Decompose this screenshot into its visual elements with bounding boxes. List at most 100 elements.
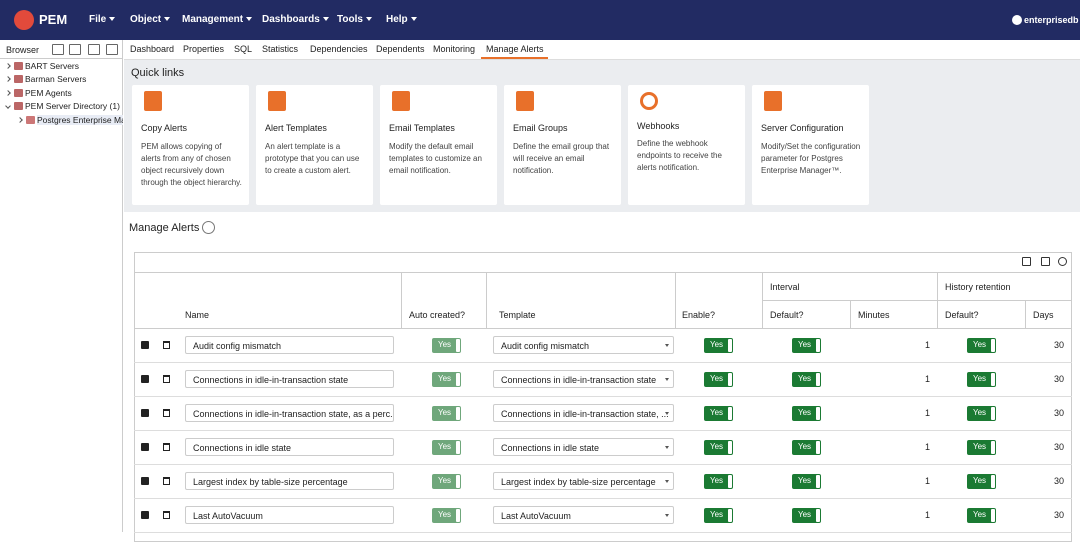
edit-button[interactable] [141,375,149,383]
tab[interactable]: Dependents [376,44,425,54]
menu[interactable]: Object [130,14,171,25]
toggle[interactable]: Yes [792,372,821,387]
tab[interactable]: Dashboard [130,44,175,54]
toggle[interactable]: Yes [967,372,996,387]
toggle[interactable]: Yes [792,474,821,489]
days: 30 [1053,374,1064,384]
menu[interactable]: File [89,14,116,25]
header-sep [134,328,1072,329]
user[interactable]: enterprisedb [1024,15,1079,25]
toggle: Yes [432,508,461,523]
card-desc: PEM allows copying of alerts from any of… [141,142,242,187]
toggle[interactable]: Yes [792,338,821,353]
card-icon [516,91,534,111]
minutes: 1 [924,408,930,418]
edit-button[interactable] [141,341,149,349]
card-desc: Define the email group that will receive… [513,142,610,175]
toggle[interactable]: Yes [967,508,996,523]
toolbar-button[interactable] [1058,257,1067,266]
toggle[interactable]: Yes [967,440,996,455]
name-input[interactable]: Connections in idle-in-transaction state [185,370,394,388]
toggle[interactable]: Yes [967,406,996,421]
tab[interactable]: Statistics [262,44,299,54]
toolbar-button[interactable] [1041,257,1050,266]
edit-button[interactable] [141,511,149,519]
menu[interactable]: Dashboards [262,14,329,25]
edit-button[interactable] [141,477,149,485]
browser-tool[interactable] [88,44,100,55]
tree-item[interactable]: BART Servers [25,61,80,71]
menu-label[interactable]: Help [386,14,408,25]
menu-label[interactable]: Tools [337,14,363,25]
tab[interactable]: Manage Alerts [486,44,544,54]
toggle[interactable]: Yes [704,474,733,489]
card-title: Webhooks [637,121,680,131]
tab[interactable]: Properties [183,44,225,54]
days: 30 [1053,340,1064,350]
name-input[interactable]: Audit config mismatch [185,336,394,354]
group-header: History retention [945,282,1011,292]
browser-tool[interactable] [69,44,81,55]
toggle[interactable]: Yes [792,406,821,421]
toggle[interactable]: Yes [704,440,733,455]
delete-button[interactable] [163,409,170,417]
menu-label[interactable]: Object [130,14,162,25]
tab[interactable]: Dependencies [310,44,368,54]
delete-button[interactable] [163,341,170,349]
toggle[interactable]: Yes [704,372,733,387]
menu-label[interactable]: Management [182,14,244,25]
card-title: Server Configuration [761,123,844,133]
name-input[interactable]: Largest index by table-size percentage [185,472,394,490]
toggle[interactable]: Yes [967,474,996,489]
column-header: Template [499,310,536,320]
help-icon[interactable] [202,221,215,234]
menu-label[interactable]: File [89,14,107,25]
section-title: Manage Alerts [129,222,200,234]
template-select[interactable]: Last AutoVacuum [493,506,674,524]
minutes: 1 [924,442,930,452]
delete-button[interactable] [163,443,170,451]
name-input[interactable]: Connections in idle-in-transaction state… [185,404,394,422]
tree-item[interactable]: Postgres Enterprise Man [37,114,123,125]
column-header: Days [1033,310,1054,320]
tree-icon [14,88,23,97]
toggle[interactable]: Yes [792,440,821,455]
tab[interactable]: SQL [234,44,253,54]
row-sep [134,498,1072,499]
toggle[interactable]: Yes [704,338,733,353]
tree-item[interactable]: PEM Agents [25,87,72,98]
name-input[interactable]: Last AutoVacuum [185,506,394,524]
template-select[interactable]: Connections in idle state [493,438,674,456]
toggle[interactable]: Yes [967,338,996,353]
tree-icon [14,102,23,111]
template-select[interactable]: Largest index by table-size percentage [493,472,674,490]
delete-button[interactable] [163,511,170,519]
toolbar-button[interactable] [1022,257,1031,266]
toggle[interactable]: Yes [704,406,733,421]
tree-item[interactable]: PEM Server Directory (1) [25,101,120,112]
edit-button[interactable] [141,443,149,451]
menu[interactable]: Help [386,14,417,25]
delete-button[interactable] [163,375,170,383]
card-icon [144,91,162,111]
template-select[interactable]: Connections in idle-in-transaction state… [493,404,674,422]
toggle[interactable]: Yes [704,508,733,523]
toggle: Yes [432,406,461,421]
edit-button[interactable] [141,409,149,417]
tab[interactable]: Monitoring [433,44,476,54]
delete-button[interactable] [163,477,170,485]
menu[interactable]: Management [182,14,253,25]
tree-item[interactable]: Barman Servers [25,74,87,85]
browser-tool[interactable] [106,44,118,55]
name-input[interactable]: Connections in idle state [185,438,394,456]
browser-tool[interactable] [52,44,64,55]
toggle[interactable]: Yes [792,508,821,523]
menu[interactable]: Tools [337,14,372,25]
template-select[interactable]: Connections in idle-in-transaction state [493,370,674,388]
template-select[interactable]: Audit config mismatch [493,336,674,354]
select-caret [665,344,669,347]
days: 30 [1053,510,1064,520]
menu-label[interactable]: Dashboards [262,14,320,25]
card-desc: An alert template is a prototype that yo… [265,142,360,175]
